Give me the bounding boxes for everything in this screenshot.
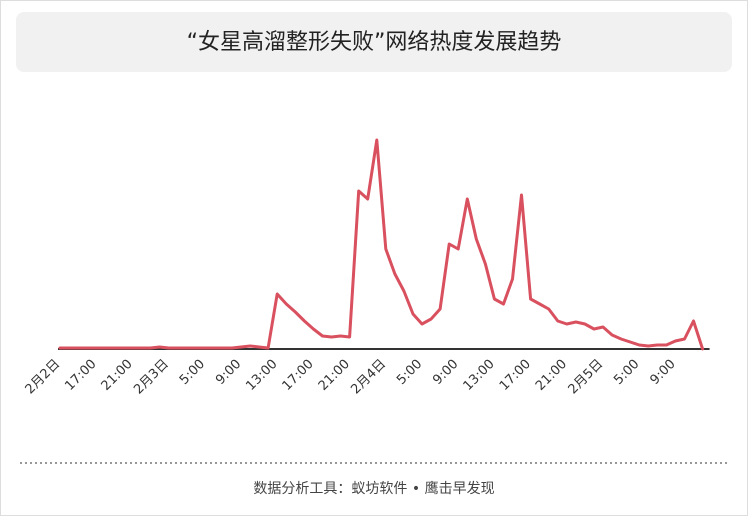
footer: 数据分析工具：蚁坊软件 • 鹰击早发现 [253,481,494,497]
line [58,138,705,351]
title-box [16,12,732,72]
chart-title: “女星高溜整形失败”网络热度发展趋势 [187,30,562,55]
